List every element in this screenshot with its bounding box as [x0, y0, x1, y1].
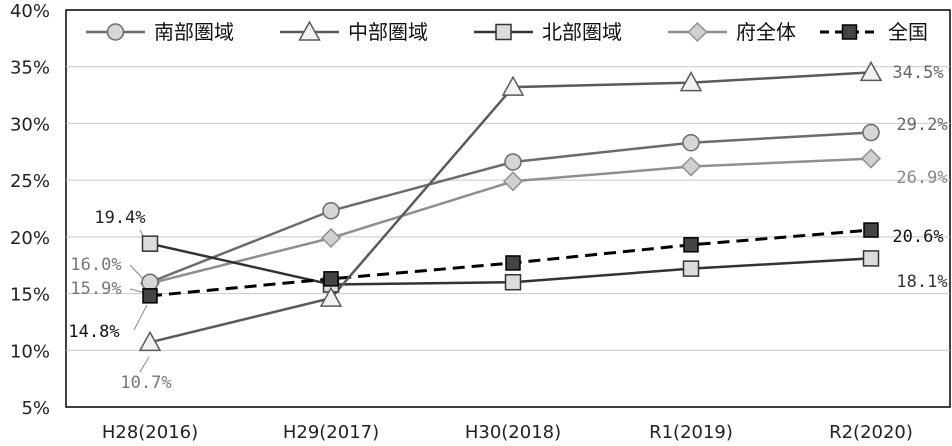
- legend-label: 北部圏域: [542, 20, 622, 44]
- y-tick-label: 25%: [10, 171, 50, 192]
- triangle-marker: [501, 75, 525, 96]
- y-axis-tick-labels: 5% 10% 15% 20% 25% 30% 35% 40%: [10, 1, 50, 419]
- data-label: 15.9%: [70, 279, 121, 299]
- x-tick-label: H28(2016): [102, 422, 198, 443]
- data-label: 19.4%: [94, 208, 145, 228]
- legend-label: 府全体: [736, 20, 796, 44]
- circle-marker: [682, 133, 700, 152]
- data-label: 16.0%: [70, 255, 121, 275]
- data-labels: 19.4% 16.0% 15.9% 14.8% 10.7% 34.5% 29.2% 26.9%…: [68, 63, 947, 393]
- circle-marker: [141, 273, 159, 291]
- y-tick-label: 35%: [10, 58, 50, 79]
- triangle-marker: [298, 20, 321, 41]
- leader-line: [139, 356, 150, 373]
- y-tick-label: 10%: [10, 341, 50, 362]
- series-lines: [138, 60, 883, 352]
- legend-label: 南部圏域: [154, 20, 234, 44]
- triangle-marker: [679, 71, 703, 92]
- diamond-marker: [502, 171, 524, 192]
- diamond-marker: [687, 21, 708, 43]
- triangle-marker: [138, 330, 162, 352]
- filled-square-marker: [863, 222, 879, 238]
- filled-square-marker: [323, 271, 339, 287]
- x-tick-label: H29(2017): [283, 422, 379, 443]
- x-tick-label: R2(2020): [829, 422, 913, 443]
- circle-marker: [322, 202, 340, 220]
- diamond-marker: [680, 156, 702, 177]
- square-marker: [495, 23, 512, 41]
- x-tick-label: H30(2018): [465, 422, 561, 443]
- y-tick-label: 30%: [10, 114, 50, 135]
- data-label: 14.8%: [68, 322, 119, 342]
- diamond-marker: [320, 227, 342, 249]
- y-tick-label: 15%: [10, 285, 50, 306]
- legend: 南部圏域 中部圏域 北部圏域 府全体 全国: [72, 16, 946, 48]
- legend-label: 中部圏域: [348, 20, 428, 44]
- square-marker: [862, 250, 880, 267]
- triangle-marker: [319, 286, 343, 307]
- y-tick-label: 20%: [10, 228, 50, 249]
- y-tick-label: 5%: [21, 398, 50, 419]
- triangle-marker: [859, 60, 883, 82]
- square-marker: [504, 273, 522, 291]
- filled-square-marker: [142, 288, 158, 304]
- filled-square-marker: [505, 255, 521, 271]
- data-label: 20.6%: [892, 227, 943, 247]
- data-label: 29.2%: [896, 115, 947, 135]
- filled-square-marker: [841, 24, 858, 40]
- data-label: 26.9%: [896, 168, 947, 188]
- square-marker: [682, 260, 700, 277]
- diamond-marker: [860, 148, 882, 169]
- circle-marker: [862, 123, 880, 142]
- leader-line: [133, 304, 148, 331]
- data-label: 10.7%: [120, 373, 171, 393]
- plot-area-border: [65, 9, 951, 408]
- filled-square-marker: [683, 237, 699, 253]
- x-axis-tick-labels: H28(2016) H29(2017) H30(2018) R1(2019) R2(20…: [102, 422, 913, 443]
- x-tick-label: R1(2019): [649, 422, 733, 443]
- data-label: 34.5%: [892, 63, 943, 83]
- legend-label: 全国: [888, 20, 928, 44]
- square-marker: [141, 235, 159, 252]
- y-tick-label: 40%: [10, 1, 50, 22]
- circle-marker: [106, 23, 125, 41]
- data-label: 18.1%: [896, 272, 947, 292]
- circle-marker: [504, 153, 522, 171]
- gridlines: [66, 66, 950, 351]
